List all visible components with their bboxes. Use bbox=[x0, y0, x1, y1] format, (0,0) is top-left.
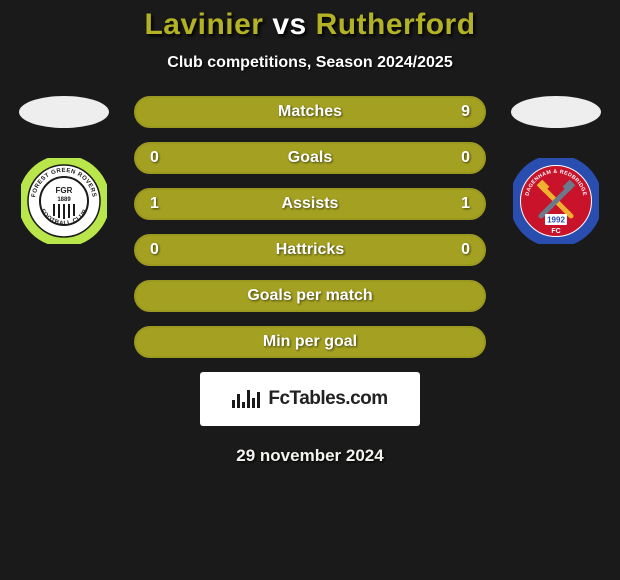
stat-left-value: 0 bbox=[150, 241, 159, 259]
right-club-crest: DAGENHAM & REDBRIDGE FC 1992 bbox=[513, 158, 599, 244]
stat-right-value: 9 bbox=[461, 103, 470, 121]
right-ellipse bbox=[511, 96, 601, 128]
stat-label: Assists bbox=[282, 195, 339, 213]
crest-left-svg: FOREST GREEN ROVERS FOOTBALL CLUB FGR 18… bbox=[21, 158, 107, 244]
stat-label: Matches bbox=[278, 103, 342, 121]
title-player-right: Rutherford bbox=[316, 8, 476, 41]
stat-row-assists: 1 Assists 1 bbox=[134, 188, 486, 220]
title-vs: vs bbox=[272, 8, 306, 41]
crest-right-initials: FC bbox=[551, 228, 560, 235]
stat-row-matches: Matches 9 bbox=[134, 96, 486, 128]
crest-left-initials: FGR bbox=[56, 186, 73, 195]
stat-row-min-per-goal: Min per goal bbox=[134, 326, 486, 358]
right-side-column: DAGENHAM & REDBRIDGE FC 1992 bbox=[506, 96, 606, 244]
stat-left-value: 1 bbox=[150, 195, 159, 213]
stat-right-value: 1 bbox=[461, 195, 470, 213]
left-side-column: FOREST GREEN ROVERS FOOTBALL CLUB FGR 18… bbox=[14, 96, 114, 244]
crest-left-year: 1889 bbox=[57, 197, 71, 203]
stat-row-hattricks: 0 Hattricks 0 bbox=[134, 234, 486, 266]
stat-row-goals: 0 Goals 0 bbox=[134, 142, 486, 174]
bars-icon bbox=[232, 390, 260, 408]
stat-right-value: 0 bbox=[461, 149, 470, 167]
crest-right-year: 1992 bbox=[547, 216, 565, 225]
stat-row-goals-per-match: Goals per match bbox=[134, 280, 486, 312]
stat-label: Goals per match bbox=[247, 287, 372, 305]
stat-left-value: 0 bbox=[150, 149, 159, 167]
stats-column: Matches 9 0 Goals 0 1 Assists 1 0 Hattri… bbox=[134, 96, 486, 358]
stat-label: Goals bbox=[288, 149, 332, 167]
subtitle: Club competitions, Season 2024/2025 bbox=[167, 54, 452, 72]
title-player-left: Lavinier bbox=[144, 8, 263, 41]
comparison-card: Lavinier vs Rutherford Club competitions… bbox=[0, 0, 620, 466]
stat-label: Hattricks bbox=[276, 241, 344, 259]
stat-right-value: 0 bbox=[461, 241, 470, 259]
stat-label: Min per goal bbox=[263, 333, 357, 351]
left-ellipse bbox=[19, 96, 109, 128]
main-row: FOREST GREEN ROVERS FOOTBALL CLUB FGR 18… bbox=[0, 96, 620, 358]
page-title: Lavinier vs Rutherford bbox=[144, 8, 475, 42]
brand-link[interactable]: FcTables.com bbox=[200, 372, 420, 426]
date-text: 29 november 2024 bbox=[236, 446, 383, 466]
crest-right-svg: DAGENHAM & REDBRIDGE FC 1992 bbox=[513, 158, 599, 244]
brand-text: FcTables.com bbox=[268, 388, 387, 410]
left-club-crest: FOREST GREEN ROVERS FOOTBALL CLUB FGR 18… bbox=[21, 158, 107, 244]
